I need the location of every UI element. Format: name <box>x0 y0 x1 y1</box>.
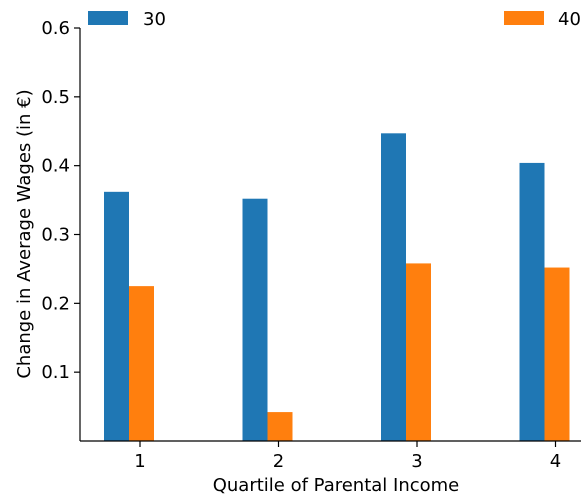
legend: 30 40 <box>88 9 581 30</box>
x-tick-label: 1 <box>134 451 145 472</box>
y-tick-label: 0.1 <box>41 362 70 383</box>
bar-series-40-category-1 <box>129 286 154 441</box>
bar-series-30-category-1 <box>104 191 129 441</box>
y-tick-label: 0.2 <box>41 293 70 314</box>
bar-series-40-category-3 <box>406 263 431 441</box>
y-tick-label: 0.4 <box>41 156 70 177</box>
x-axis-label: Quartile of Parental Income <box>213 475 460 495</box>
y-axis-label: Change in Average Wages (in €) <box>14 89 35 378</box>
y-tick-label: 0.3 <box>41 225 70 246</box>
legend-label-40: 40 <box>558 9 581 30</box>
y-ticks-group: 0.1 0.2 0.3 0.4 0.5 0.6 <box>41 18 80 383</box>
y-tick-label: 0.6 <box>41 18 70 39</box>
bars-group <box>104 133 570 441</box>
legend-swatch-30 <box>88 11 128 25</box>
x-tick-label: 2 <box>273 451 284 472</box>
x-tick-label: 3 <box>411 451 422 472</box>
legend-label-30: 30 <box>143 9 166 30</box>
legend-swatch-40 <box>504 11 544 25</box>
bar-series-40-category-4 <box>544 267 570 441</box>
y-tick-label: 0.5 <box>41 87 70 108</box>
bar-series-30-category-4 <box>519 162 545 441</box>
bar-series-30-category-2 <box>242 198 268 441</box>
axes-group <box>79 28 581 442</box>
bar-series-40-category-2 <box>267 412 293 441</box>
x-ticks-group: 1 2 3 4 <box>134 441 561 472</box>
bar-series-30-category-3 <box>381 133 406 441</box>
x-tick-label: 4 <box>550 451 561 472</box>
